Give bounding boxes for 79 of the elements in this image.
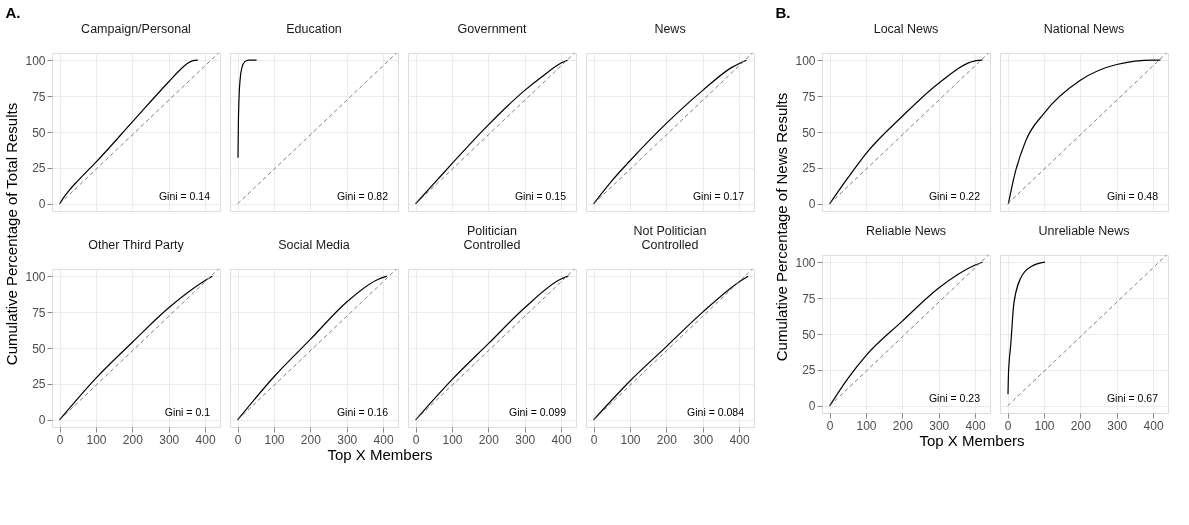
y-tick-label: 75 bbox=[802, 291, 816, 306]
annotation: Gini = 0.67 bbox=[1106, 392, 1159, 404]
chart-title: Government bbox=[457, 22, 527, 36]
y-tick-label: 75 bbox=[32, 89, 46, 104]
y-tick-label: 25 bbox=[32, 161, 46, 176]
text: B. bbox=[775, 3, 791, 21]
annotation: Gini = 0.17 bbox=[692, 190, 745, 202]
x-tick-label: 100 bbox=[1034, 418, 1055, 433]
x-tick-label: 200 bbox=[478, 432, 500, 447]
x-tick-label: 300 bbox=[337, 432, 358, 447]
annotation: Gini = 0.23 bbox=[928, 392, 981, 404]
y-tick-label: 100 bbox=[25, 53, 46, 68]
x-tick-label: 0 bbox=[826, 418, 834, 433]
y-tick-label: 100 bbox=[795, 255, 816, 270]
x-tick-label: 400 bbox=[729, 432, 750, 447]
x-tick-label: 300 bbox=[1107, 418, 1128, 433]
x-tick-label: 400 bbox=[1143, 418, 1164, 433]
y-axis-title: Cumulative Percentage of News Results bbox=[773, 92, 791, 362]
x-tick-label: 0 bbox=[412, 432, 420, 447]
y-tick-label: 25 bbox=[802, 161, 816, 176]
chart-title: Social Media bbox=[278, 238, 350, 252]
x-tick-label: 300 bbox=[159, 432, 180, 447]
y-tick-label: 50 bbox=[32, 341, 46, 356]
y-tick-label: 50 bbox=[32, 125, 46, 140]
x-tick-label: 0 bbox=[590, 432, 598, 447]
annotation: Gini = 0.1 bbox=[164, 406, 211, 418]
x-tick-label: 0 bbox=[56, 432, 64, 447]
annotation: Gini = 0.16 bbox=[336, 406, 389, 418]
annotation: Gini = 0.48 bbox=[1106, 190, 1159, 202]
annotation: Gini = 0.82 bbox=[336, 190, 389, 202]
chart-title: News bbox=[654, 22, 686, 36]
text: A. bbox=[5, 3, 21, 21]
y-tick-label: 0 bbox=[38, 197, 46, 212]
y-tick-label: 75 bbox=[802, 89, 816, 104]
x-tick-label: 400 bbox=[373, 432, 394, 447]
x-tick-label: 300 bbox=[693, 432, 714, 447]
x-tick-label: 100 bbox=[620, 432, 641, 447]
annotation: Gini = 0.099 bbox=[509, 406, 567, 418]
y-tick-label: 0 bbox=[808, 399, 816, 414]
y-tick-label: 0 bbox=[808, 197, 816, 212]
annotation: Gini = 0.15 bbox=[514, 190, 567, 202]
x-tick-label: 200 bbox=[300, 432, 322, 447]
x-tick-label: 100 bbox=[264, 432, 285, 447]
chart-title: Reliable News bbox=[866, 224, 946, 238]
x-tick-label: 0 bbox=[234, 432, 242, 447]
annotation: Gini = 0.22 bbox=[928, 190, 981, 202]
x-tick-label: 400 bbox=[195, 432, 216, 447]
x-tick-label: 400 bbox=[965, 418, 986, 433]
chart-title: Local News bbox=[873, 22, 939, 36]
x-tick-label: 0 bbox=[1004, 418, 1012, 433]
chart-title: Campaign/Personal bbox=[81, 22, 191, 36]
chart-title: Politician Controlled bbox=[463, 223, 521, 252]
y-tick-label: 25 bbox=[32, 377, 46, 392]
x-tick-label: 100 bbox=[856, 418, 877, 433]
x-tick-label: 200 bbox=[656, 432, 678, 447]
y-tick-label: 100 bbox=[795, 53, 816, 68]
x-tick-label: 100 bbox=[442, 432, 463, 447]
chart-title: Other Third Party bbox=[88, 238, 185, 252]
y-tick-label: 75 bbox=[32, 305, 46, 320]
x-tick-label: 200 bbox=[122, 432, 144, 447]
x-tick-label: 300 bbox=[515, 432, 536, 447]
y-tick-label: 100 bbox=[25, 269, 46, 284]
chart-title: Education bbox=[286, 22, 342, 36]
x-axis-title: Top X Members bbox=[327, 445, 433, 463]
x-tick-label: 200 bbox=[1070, 418, 1092, 433]
x-tick-label: 400 bbox=[551, 432, 572, 447]
chart-title: National News bbox=[1043, 22, 1125, 36]
x-axis-title: Top X Members bbox=[919, 431, 1025, 449]
x-tick-label: 100 bbox=[86, 432, 107, 447]
chart-title: Not Politician Controlled bbox=[633, 223, 707, 252]
y-tick-label: 25 bbox=[802, 363, 816, 378]
x-tick-label: 200 bbox=[892, 418, 914, 433]
y-axis-title: Cumulative Percentage of Total Results bbox=[3, 102, 21, 366]
x-tick-label: 300 bbox=[929, 418, 950, 433]
y-tick-label: 50 bbox=[802, 125, 816, 140]
annotation: Gini = 0.084 bbox=[687, 406, 745, 418]
annotation: Gini = 0.14 bbox=[158, 190, 211, 202]
chart-title: Unreliable News bbox=[1038, 224, 1130, 238]
y-tick-label: 50 bbox=[802, 327, 816, 342]
